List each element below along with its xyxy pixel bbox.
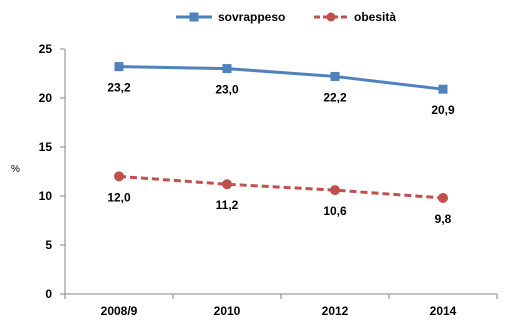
series-layer [114,62,448,203]
y-tick-label: 10 [39,189,53,203]
x-tick-label: 2014 [430,304,457,318]
legend-marker-series-1 [189,12,199,22]
x-tick-label: 2010 [214,304,241,318]
x-axis-ticks: 2008/9 2010 2012 2014 [64,294,498,318]
legend-item-series-1: sovrappeso [176,10,285,24]
legend-label-series-2: obesità [354,10,396,24]
legend-item-series-2: obesità [314,10,396,24]
data-label: 23,2 [107,81,131,95]
series-line-1 [118,65,444,91]
data-point [114,62,124,72]
y-tick-label: 25 [39,42,53,56]
legend: sovrappeso obesità [176,10,396,24]
data-labels: 23,2 23,0 22,2 20,9 12,0 11,2 10,6 9,8 [107,81,455,226]
legend-label-series-1: sovrappeso [218,10,285,24]
data-label: 10,6 [323,204,347,218]
data-label: 20,9 [431,103,455,117]
y-axis-ticks: 0 5 10 15 20 25 [39,42,65,301]
series-line-2 [118,174,444,200]
y-tick-label: 20 [39,91,53,105]
legend-marker-series-2 [326,12,336,22]
data-point [114,171,124,182]
data-point [438,84,448,94]
y-tick-label: 5 [45,238,52,252]
data-point [438,192,448,203]
x-tick-label: 2012 [322,304,349,318]
data-label: 23,0 [215,83,239,97]
x-tick-label: 2008/9 [101,304,138,318]
y-tick-label: 0 [45,287,52,301]
y-axis-title: % [11,164,20,175]
data-point [222,179,232,190]
data-label: 11,2 [216,198,239,212]
y-tick-label: 15 [39,140,53,154]
data-label: 22,2 [323,90,347,104]
data-point [330,71,340,81]
data-point [330,185,340,196]
data-label: 12,0 [107,190,131,204]
data-point [222,64,232,74]
data-label: 9,8 [435,212,452,226]
